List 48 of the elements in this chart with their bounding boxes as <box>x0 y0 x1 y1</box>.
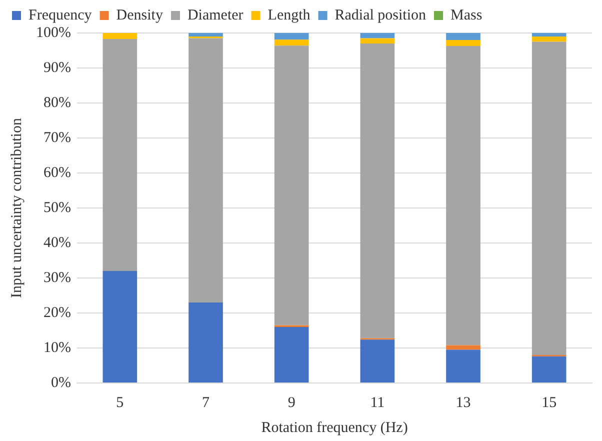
bar <box>274 327 309 382</box>
legend-label: Mass <box>450 7 482 24</box>
bar <box>446 350 480 382</box>
y-tick-label: 30% <box>43 270 71 286</box>
y-tick-label: 70% <box>43 130 71 146</box>
bar <box>360 340 395 382</box>
bar <box>360 38 395 44</box>
y-tick-label: 40% <box>43 234 71 251</box>
x-tick-label: 5 <box>116 394 124 411</box>
bar <box>446 40 480 46</box>
y-tick-label: 20% <box>43 304 71 321</box>
x-tick-label: 11 <box>370 394 385 411</box>
legend-label: Diameter <box>187 7 244 24</box>
bar <box>446 33 480 40</box>
bar <box>532 33 566 36</box>
y-tick-label: 80% <box>43 94 71 111</box>
bar <box>532 42 566 355</box>
x-tick-label: 9 <box>288 394 296 411</box>
y-tick-label: 100% <box>36 24 71 41</box>
bar <box>188 302 223 382</box>
bar <box>102 33 138 39</box>
y-tick-label: 0% <box>50 374 71 391</box>
bar <box>360 44 395 338</box>
bar <box>274 33 309 40</box>
bar <box>188 38 223 302</box>
x-axis-title: Rotation frequency (Hz) <box>261 420 408 436</box>
x-tick-label: 13 <box>456 394 471 411</box>
bar <box>532 356 566 382</box>
legend-label: Frequency <box>28 7 92 24</box>
legend-label: Density <box>116 7 164 24</box>
y-axis-title: Input uncertainty contribution <box>8 118 25 298</box>
bar <box>274 46 309 326</box>
bar <box>360 33 395 38</box>
legend-label: Radial position <box>334 7 427 24</box>
y-tick-label: 50% <box>43 200 71 216</box>
x-tick-label: 15 <box>542 394 557 411</box>
bar <box>102 38 138 271</box>
bar <box>446 46 480 346</box>
y-tick-label: 10% <box>43 340 71 356</box>
bar <box>446 345 480 350</box>
bar <box>532 36 566 42</box>
legend-label: Length <box>268 7 311 24</box>
bar <box>188 33 223 36</box>
x-tick-label: 7 <box>202 394 210 411</box>
bar <box>274 40 309 46</box>
bar <box>102 271 138 382</box>
y-tick-label: 90% <box>43 60 71 76</box>
y-tick-label: 60% <box>43 164 71 181</box>
